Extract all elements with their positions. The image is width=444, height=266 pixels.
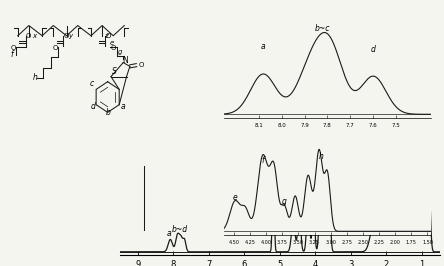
Text: e~h: e~h bbox=[313, 168, 329, 177]
Text: h: h bbox=[33, 73, 38, 82]
Text: g: g bbox=[282, 197, 287, 206]
Text: O: O bbox=[111, 45, 116, 51]
Text: z: z bbox=[103, 33, 107, 39]
Text: O: O bbox=[11, 45, 16, 51]
Text: f: f bbox=[262, 156, 264, 165]
Text: O: O bbox=[53, 45, 58, 51]
Text: O: O bbox=[25, 33, 31, 39]
Text: O: O bbox=[139, 62, 144, 68]
Text: a: a bbox=[121, 102, 126, 111]
Text: d: d bbox=[371, 45, 376, 54]
Text: b~c: b~c bbox=[315, 24, 331, 33]
Text: S: S bbox=[112, 67, 117, 76]
Text: a: a bbox=[166, 230, 171, 238]
Text: O: O bbox=[63, 33, 69, 39]
Text: b: b bbox=[105, 109, 110, 117]
Text: x: x bbox=[32, 33, 36, 39]
Text: g: g bbox=[118, 49, 123, 55]
Text: a: a bbox=[261, 42, 266, 51]
Text: h: h bbox=[318, 152, 323, 161]
Text: N: N bbox=[122, 56, 128, 65]
Text: f: f bbox=[11, 50, 13, 59]
Text: e: e bbox=[110, 40, 114, 46]
Text: d: d bbox=[91, 102, 95, 111]
Text: y: y bbox=[68, 33, 72, 39]
Text: c: c bbox=[90, 78, 94, 88]
Text: b~d: b~d bbox=[171, 225, 188, 234]
Text: e: e bbox=[233, 193, 238, 202]
Text: O: O bbox=[106, 33, 111, 39]
